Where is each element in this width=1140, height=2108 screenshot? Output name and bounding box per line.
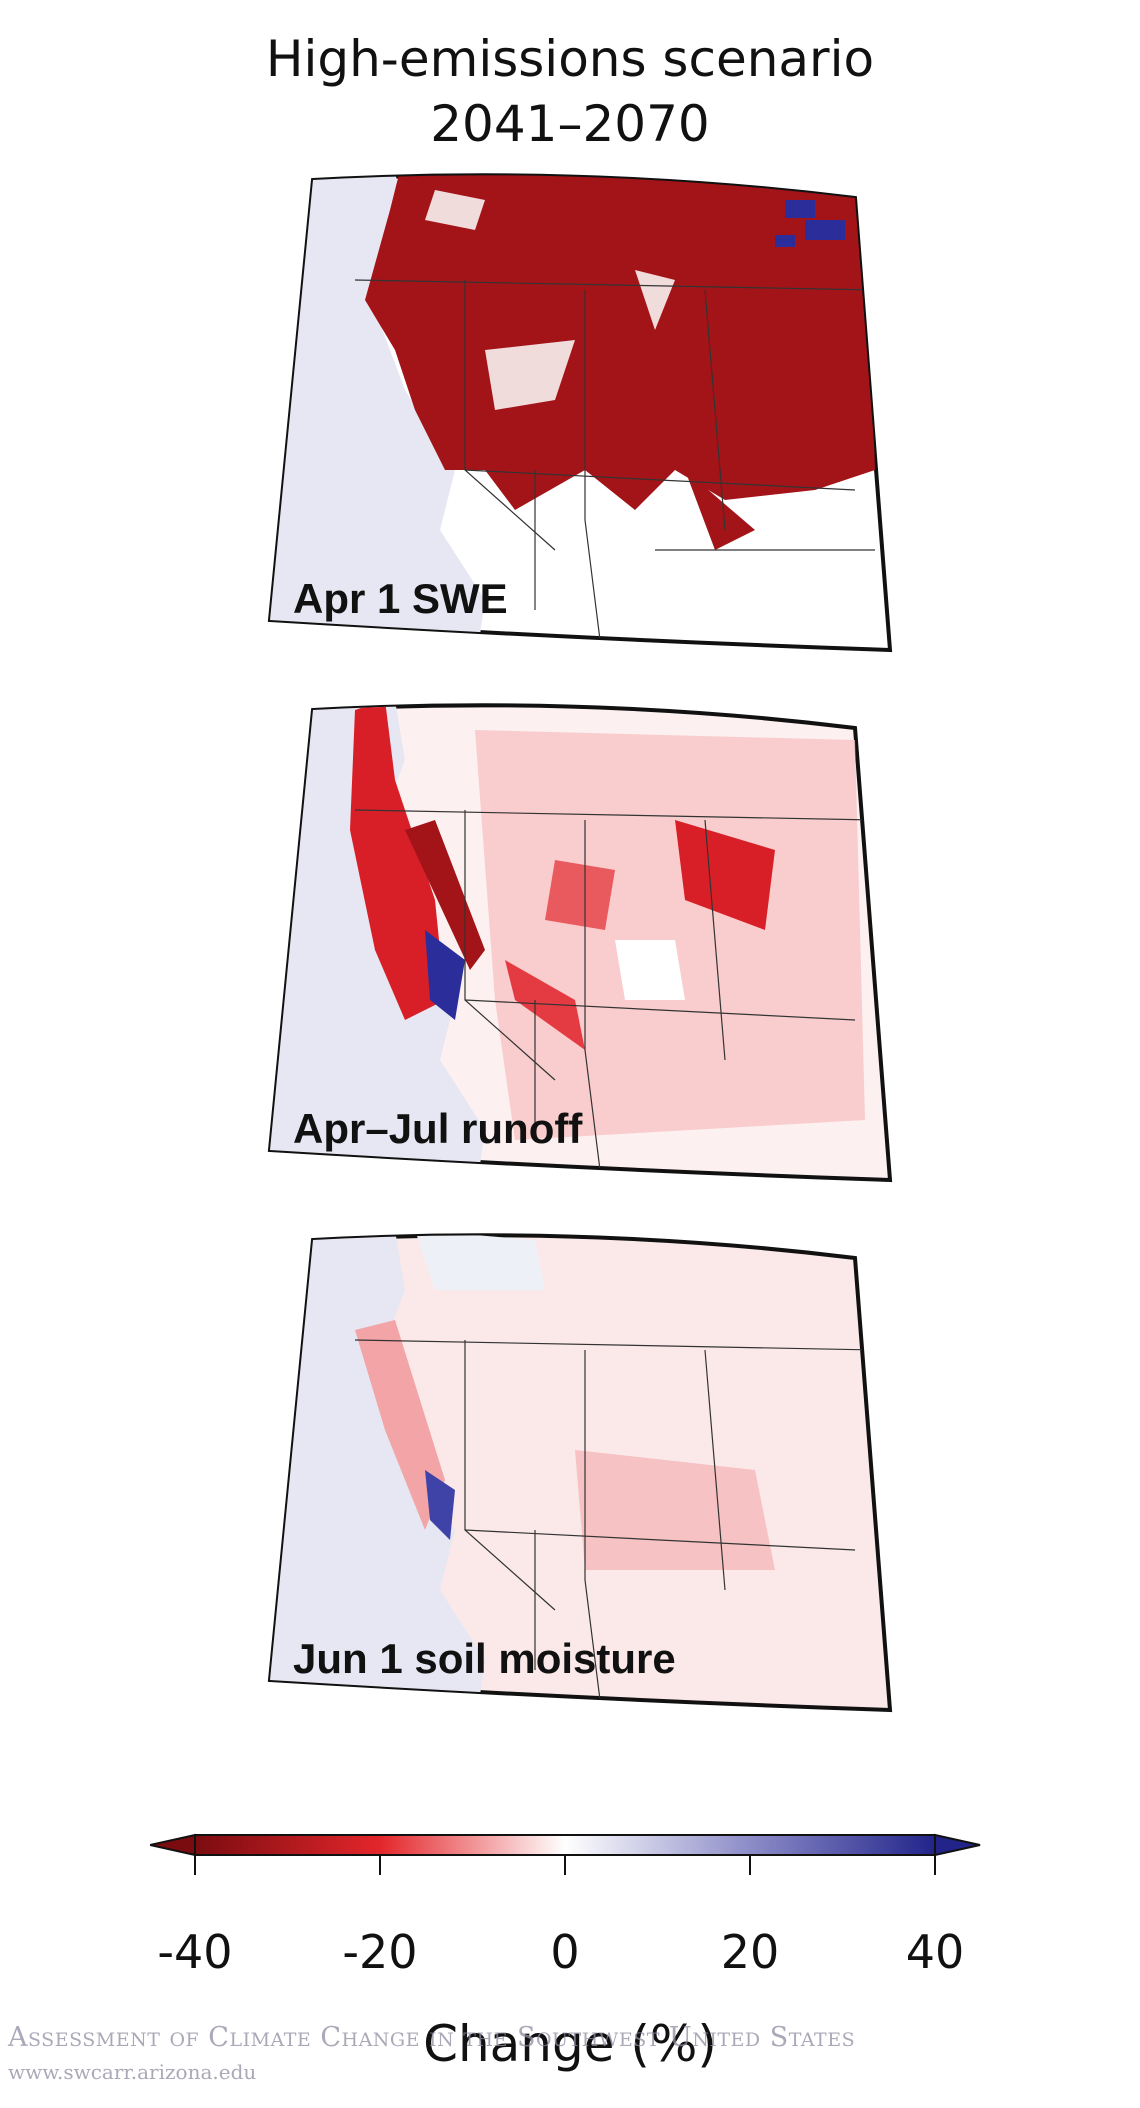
colorbar-tick-label: -20 bbox=[342, 1925, 418, 1979]
watermark-url: www.swcarr.arizona.edu bbox=[8, 2060, 257, 2084]
map-title-line1: High-emissions scenario bbox=[265, 30, 875, 88]
panel-label-swe: Apr 1 SWE bbox=[293, 575, 508, 622]
map-soil bbox=[267, 1233, 893, 1713]
colorbar-tick-label: 0 bbox=[550, 1925, 580, 1979]
colorbar-tick-label: -40 bbox=[157, 1925, 233, 1979]
colorbar-arrow-left bbox=[150, 1833, 196, 1857]
watermark-text: Assessment of Climate Change in the Sout… bbox=[8, 2022, 856, 2053]
panel-label-soil: Jun 1 soil moisture bbox=[293, 1635, 676, 1682]
map-runoff bbox=[267, 703, 893, 1183]
map-title-line2: 2041–2070 bbox=[430, 95, 710, 153]
map-panel-swe: Apr 1 SWE bbox=[255, 170, 915, 710]
panel-label-runoff: Apr–Jul runoff bbox=[293, 1105, 583, 1152]
colorbar bbox=[150, 1833, 981, 1875]
map-swe bbox=[267, 173, 893, 653]
colorbar-tick-label: 40 bbox=[905, 1925, 965, 1979]
colorbar-tick-label: 20 bbox=[720, 1925, 780, 1979]
axis-label: Change (%) bbox=[423, 2015, 717, 2073]
map-panel-runoff: Apr–Jul runoff bbox=[255, 700, 915, 1240]
colorbar-arrow-right bbox=[934, 1833, 981, 1857]
map-panel-soil: Jun 1 soil moisture bbox=[255, 1230, 915, 1770]
ocean bbox=[270, 175, 485, 650]
colorbar-gradient bbox=[194, 1834, 936, 1856]
